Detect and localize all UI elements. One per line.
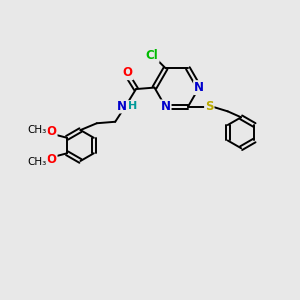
Text: H: H [128, 101, 138, 111]
Text: Cl: Cl [146, 49, 159, 62]
Text: O: O [46, 125, 57, 138]
Text: N: N [194, 81, 204, 94]
Text: N: N [117, 100, 127, 112]
Text: O: O [46, 153, 57, 166]
Text: N: N [160, 100, 171, 113]
Text: O: O [123, 66, 133, 79]
Text: S: S [205, 100, 214, 113]
Text: CH₃: CH₃ [28, 125, 47, 135]
Text: CH₃: CH₃ [28, 157, 47, 166]
